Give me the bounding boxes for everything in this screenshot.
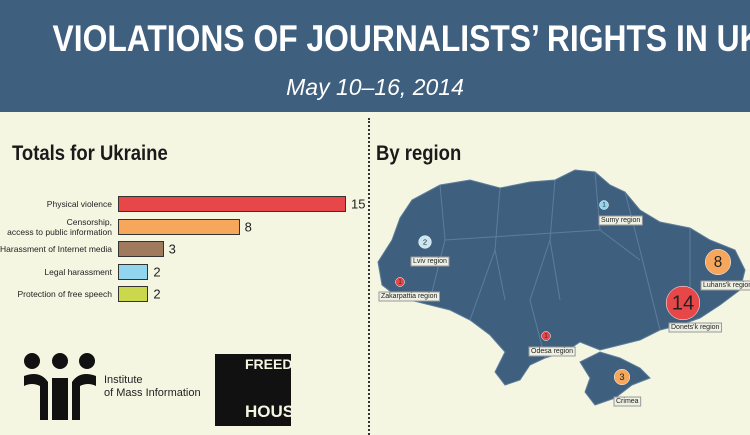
fh-bottom: HOUSE bbox=[245, 402, 306, 421]
region-label-box bbox=[410, 256, 450, 267]
chart-title: Totals for Ukraine bbox=[12, 142, 168, 165]
region-label: Luhans'k region bbox=[703, 282, 750, 289]
bar bbox=[118, 286, 149, 302]
subtitle: May 10–16, 2014 bbox=[286, 74, 464, 100]
region-value: 1 bbox=[544, 334, 548, 340]
bar bbox=[118, 218, 240, 235]
region-label-box bbox=[613, 396, 642, 407]
bar bbox=[118, 263, 149, 280]
value-label: 15 bbox=[351, 196, 366, 212]
category-label: Censorship, access to public information bbox=[7, 216, 112, 237]
value-label: 2 bbox=[153, 286, 161, 302]
region-marker bbox=[418, 235, 432, 249]
category-label: Legal harassment bbox=[44, 266, 112, 277]
value-label: 8 bbox=[244, 219, 252, 234]
region-marker bbox=[665, 285, 701, 321]
region-label: Donets'k region bbox=[671, 324, 720, 331]
region-label-box bbox=[668, 322, 723, 333]
region-value: 14 bbox=[672, 292, 694, 314]
category-label: Physical violence bbox=[46, 199, 112, 209]
category-label: Harassment of Internet media bbox=[0, 244, 112, 254]
fh-top: FREEDOM bbox=[245, 356, 315, 372]
region-markers: Sumy region 1 Lviv region 2 Zakarpattia regi… bbox=[378, 200, 750, 407]
region-label-box bbox=[378, 291, 441, 302]
ukraine-map bbox=[377, 169, 746, 406]
region-label-box bbox=[598, 215, 643, 226]
region-marker bbox=[613, 368, 631, 386]
category-label: Protection of free speech bbox=[17, 289, 112, 299]
region-label: Lviv region bbox=[413, 258, 447, 265]
freedom-house-logo bbox=[215, 354, 291, 426]
imi-logo bbox=[24, 353, 96, 420]
region-label: Odesa region bbox=[531, 348, 573, 355]
map-title: By region bbox=[376, 142, 462, 165]
imi-name: Institute of Mass Information bbox=[104, 374, 201, 399]
region-label: Sumy region bbox=[601, 217, 640, 224]
region-borders bbox=[429, 171, 691, 359]
mainland bbox=[377, 169, 746, 386]
region-value: 1 bbox=[398, 280, 402, 286]
region-marker bbox=[705, 249, 731, 275]
header bbox=[0, 0, 750, 112]
region-value: 1 bbox=[602, 203, 606, 209]
value-label: 3 bbox=[168, 241, 176, 257]
region-label-box bbox=[528, 346, 576, 357]
region-value: 8 bbox=[714, 254, 723, 271]
value-label: 2 bbox=[153, 264, 161, 279]
region-value: 2 bbox=[423, 237, 427, 246]
region-marker bbox=[541, 331, 551, 341]
bar bbox=[118, 196, 346, 212]
region-marker bbox=[395, 277, 405, 287]
region-label: Zakarpattia region bbox=[381, 293, 438, 300]
region-marker bbox=[599, 200, 609, 210]
bar bbox=[118, 241, 164, 257]
title: VIOLATIONS OF JOURNALISTS’ RIGHTS IN UKR… bbox=[52, 18, 750, 59]
region-value: 3 bbox=[619, 372, 624, 382]
region-label: Crimea bbox=[616, 398, 639, 405]
divider bbox=[368, 118, 370, 435]
region-label-box bbox=[700, 280, 750, 291]
